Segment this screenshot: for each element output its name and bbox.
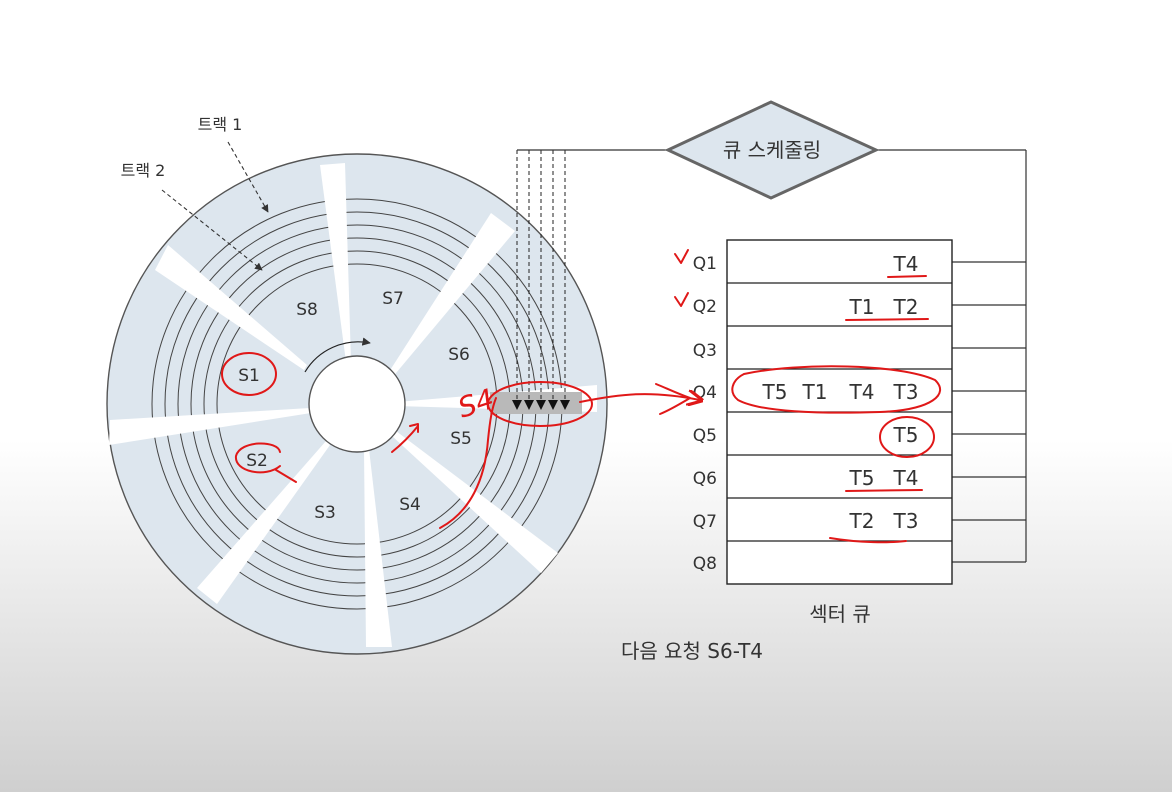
queue-item: T2 <box>893 295 919 319</box>
queue-item: T1 <box>802 380 828 404</box>
underline-q1 <box>887 275 927 278</box>
sector-label-s6: S6 <box>448 345 470 365</box>
small-rotation-arrow <box>391 423 419 453</box>
queue-label-q5: Q5 <box>693 426 717 446</box>
queue-items: T4 T1 T2 T5 T1 T4 T3 T5 T5 T4 T2 T3 <box>762 252 919 533</box>
sector-label-s8: S8 <box>296 300 318 320</box>
underline-q6 <box>845 489 923 492</box>
queue-label-q7: Q7 <box>693 512 717 532</box>
queue-item: T3 <box>893 380 919 404</box>
sector-queue-title: 섹터 큐 <box>809 602 871 626</box>
circle-s1 <box>221 352 277 396</box>
check-q2 <box>674 292 689 307</box>
queue-label-q3: Q3 <box>693 341 717 361</box>
sector-label-s4: S4 <box>399 495 421 515</box>
check-q1 <box>674 249 689 264</box>
queue-item: T4 <box>893 252 919 276</box>
disk-hub <box>308 355 406 453</box>
circle-s2 <box>234 442 297 483</box>
underline-q2 <box>845 318 929 321</box>
queue-item: T5 <box>849 466 875 490</box>
sector-label-s1: S1 <box>238 366 260 386</box>
queue-item: T4 <box>893 466 919 490</box>
circle-q5 <box>879 416 935 458</box>
sector-label-s7: S7 <box>382 289 404 309</box>
rotation-annotation-arrow <box>439 397 497 529</box>
queue-item: T2 <box>849 509 875 533</box>
sector-label-s2: S2 <box>246 451 268 471</box>
queue-scheduler-label: 큐 스케줄링 <box>723 138 821 162</box>
track-2-label: 트랙 2 <box>121 161 166 180</box>
queue-item: T4 <box>849 380 875 404</box>
circle-q4 <box>731 365 942 414</box>
head-to-queue-arrow <box>579 394 700 402</box>
queue-label-q1: Q1 <box>693 254 717 274</box>
sector-queue-table: Q1 Q2 Q3 Q4 Q5 Q6 Q7 Q8 T4 T1 T2 T5 T1 T… <box>693 239 953 626</box>
circle-read-region <box>487 381 593 427</box>
handwritten-annotations <box>221 249 942 544</box>
track-1-label: 트랙 1 <box>198 115 243 134</box>
sector-label-s5: S5 <box>450 429 472 449</box>
queue-item: T1 <box>849 295 875 319</box>
track-2-pointer <box>161 189 263 271</box>
rotation-arrow <box>304 337 371 373</box>
queue-label-q2: Q2 <box>693 297 717 317</box>
head-highlight <box>490 392 582 414</box>
check-q4 <box>655 383 691 415</box>
queue-scheduler-node: 큐 스케줄링 <box>664 100 880 200</box>
queue-item: T5 <box>893 423 919 447</box>
underline-q7 <box>829 537 907 544</box>
queue-item: T3 <box>893 509 919 533</box>
next-request-caption: 다음 요청 S6-T4 <box>621 639 763 663</box>
queue-label-q8: Q8 <box>693 554 717 574</box>
read-heads <box>490 150 582 414</box>
queue-row-labels: Q1 Q2 Q3 Q4 Q5 Q6 Q7 Q8 <box>693 254 717 574</box>
queue-label-q6: Q6 <box>693 469 717 489</box>
sector-label-s3: S3 <box>314 503 336 523</box>
queue-item: T5 <box>762 380 788 404</box>
connector-lines <box>517 149 1027 563</box>
sector-labels: S1 S2 S3 S4 S5 S6 S7 S8 <box>238 289 472 523</box>
